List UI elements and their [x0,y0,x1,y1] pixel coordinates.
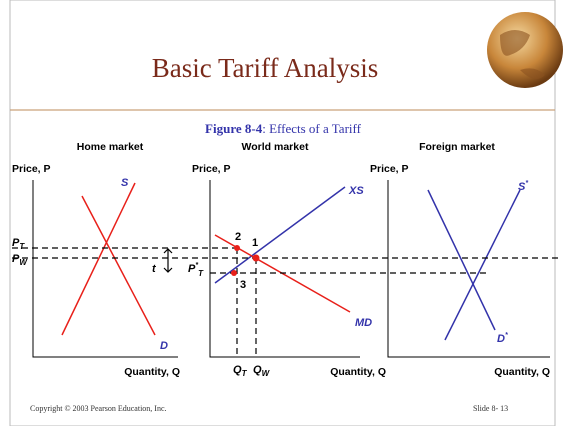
equilibrium-point [253,255,260,262]
axes [388,180,550,357]
panel-title: Foreign market [419,141,495,153]
x-axis-label: Quantity, Q [124,366,180,378]
tariff-label: t [152,263,157,275]
foreign-supply-curve [445,190,520,340]
quantity-label: QT [233,364,248,378]
point-label: 3 [240,279,246,291]
panel-title: World market [242,141,309,153]
curve-sup: * [505,332,508,339]
tariff-arrow [164,249,172,272]
price-sup: * [195,262,198,269]
price-label: P*T [188,262,204,278]
slide: Basic Tariff Analysis Figure 8-4: Effect… [0,0,566,426]
point-3 [231,270,237,276]
axes [33,180,178,357]
figure-caption: Figure 8-4: Effects of a Tariff [205,121,362,136]
price-sub: T [19,242,25,251]
quantity-label: QW [253,364,271,378]
price-label: PT [12,237,25,251]
point-label: 1 [252,237,258,249]
point-2 [234,245,240,251]
curve-sup: * [525,180,528,187]
y-axis-label: Price, P [370,163,409,175]
supply-curve [62,183,135,335]
curve-letter: D [497,333,505,345]
slide-number: Slide 8- 13 [473,404,508,413]
x-axis-label: Quantity, Q [330,366,386,378]
figure-text: : Effects of a Tariff [262,121,361,136]
x-axis-label: Quantity, Q [494,366,550,378]
slide-title: Basic Tariff Analysis [152,53,379,83]
price-sub: W [19,258,28,267]
point-label: 2 [235,231,241,243]
price-sub: T [198,269,204,278]
curve-label: D [160,340,168,352]
quantity-sub: W [262,369,271,378]
copyright: Copyright © 2003 Pearson Education, Inc. [30,404,167,413]
axes [210,180,360,357]
curve-label: S [121,177,129,189]
curve-label: D* [497,332,508,345]
y-axis-label: Price, P [12,163,51,175]
y-axis-label: Price, P [192,163,231,175]
curve-label: MD [355,317,372,329]
globe-icon [487,12,563,88]
price-label: PW [12,253,28,267]
quantity-sub: T [242,369,248,378]
curve-label: S* [518,180,528,193]
curve-label: XS [348,185,364,197]
figure-number: Figure 8-4 [205,121,263,136]
panel-title: Home market [77,141,144,153]
